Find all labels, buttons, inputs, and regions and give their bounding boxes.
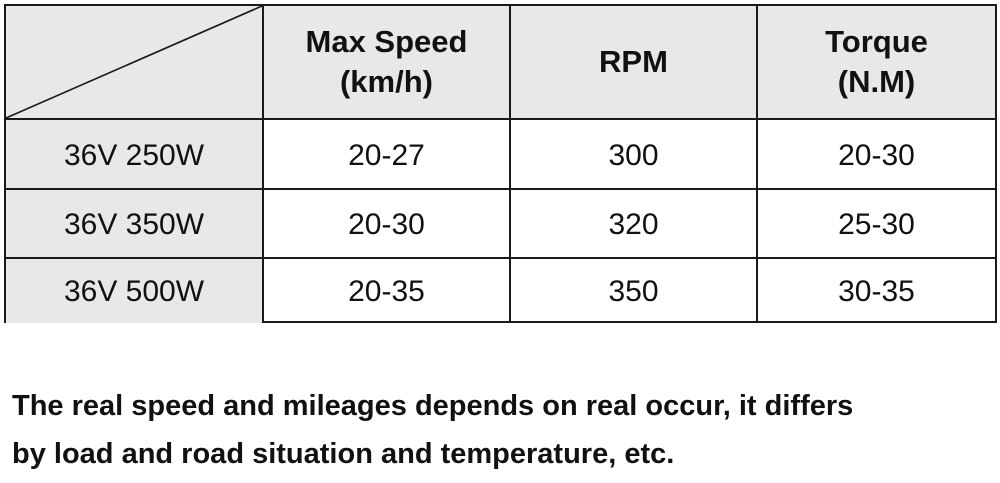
table-row: 36V 350W 20-30 320 25-30 (6, 188, 995, 259)
header-max-speed: Max Speed (km/h) (262, 6, 509, 118)
torque-cell: 25-30 (756, 190, 995, 259)
header-rpm: RPM (509, 6, 756, 118)
max-speed-cell: 20-30 (262, 190, 509, 259)
disclaimer-line-1: The real speed and mileages depends on r… (12, 390, 854, 422)
header-torque: Torque (N.M) (756, 6, 995, 118)
header-torque-label: Torque (N.M) (825, 23, 928, 99)
max-speed-cell: 20-27 (262, 120, 509, 190)
max-speed-cell: 20-35 (262, 259, 509, 323)
motor-spec-table: Max Speed (km/h) RPM Torque (N.M) 36V 25… (4, 4, 997, 323)
table-header-row: Max Speed (km/h) RPM Torque (N.M) (6, 6, 995, 118)
table-row: 36V 250W 20-27 300 20-30 (6, 118, 995, 190)
model-cell: 36V 250W (6, 120, 262, 190)
disclaimer-note: The real speed and mileages depends on r… (12, 382, 972, 478)
model-cell: 36V 500W (6, 259, 262, 323)
rpm-cell: 300 (509, 120, 756, 190)
header-rpm-label: RPM (599, 43, 668, 79)
diagonal-divider (6, 6, 262, 118)
model-cell: 36V 350W (6, 190, 262, 259)
rpm-cell: 320 (509, 190, 756, 259)
corner-header-cell (6, 6, 262, 118)
torque-cell: 30-35 (756, 259, 995, 323)
disclaimer-line-2: by load and road situation and temperatu… (12, 438, 675, 470)
rpm-cell: 350 (509, 259, 756, 323)
table-row: 36V 500W 20-35 350 30-35 (6, 257, 995, 323)
header-max-speed-label: Max Speed (km/h) (305, 23, 468, 99)
torque-cell: 20-30 (756, 120, 995, 190)
